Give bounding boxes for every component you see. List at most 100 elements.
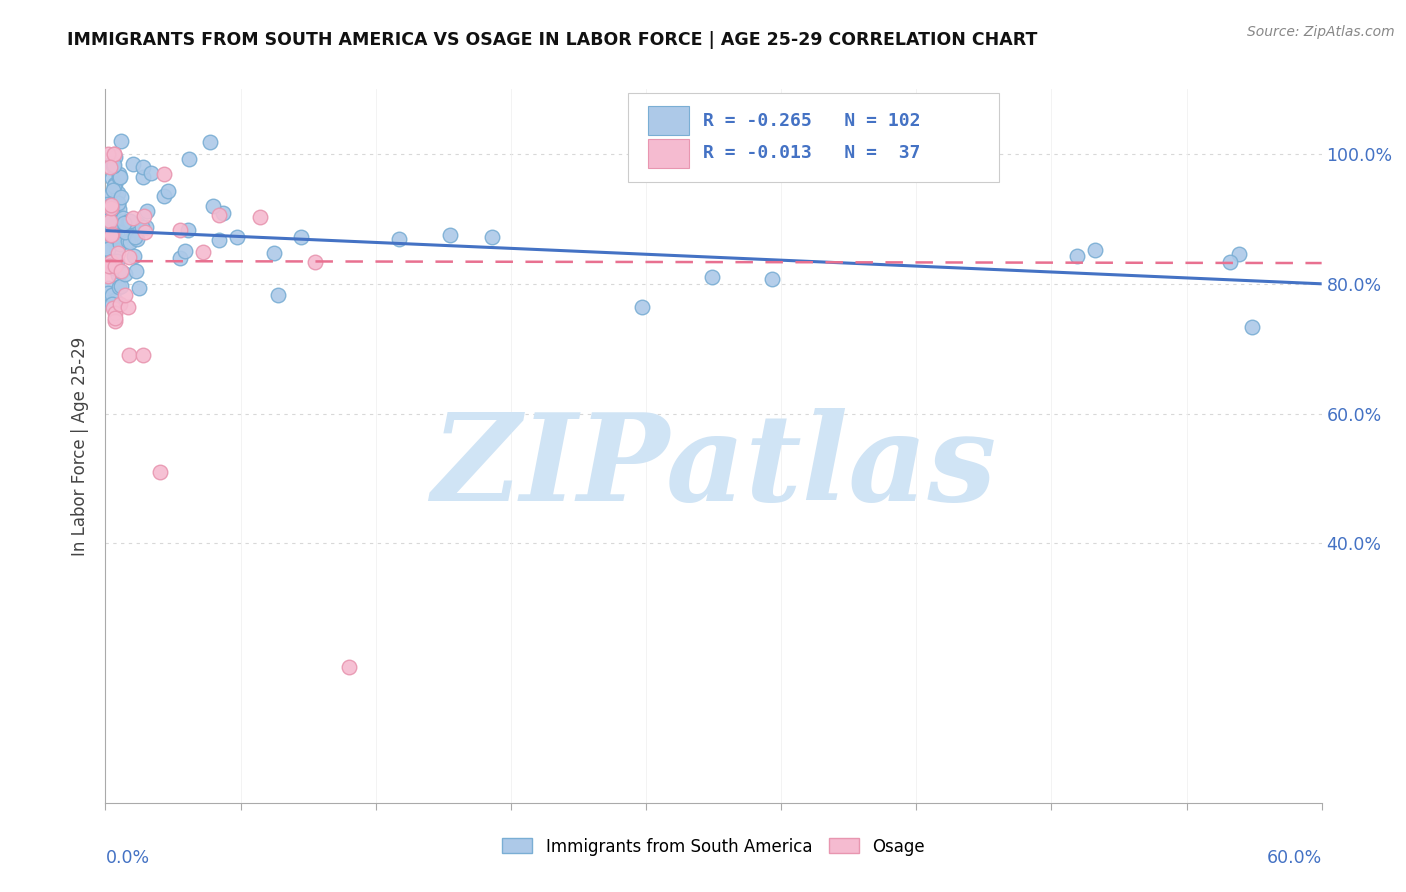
Point — [132, 209, 155, 223]
Point — [132, 160, 155, 174]
Point — [101, 227, 124, 241]
Point — [107, 214, 129, 228]
Point — [100, 203, 122, 218]
Text: Source: ZipAtlas.com: Source: ZipAtlas.com — [1247, 25, 1395, 39]
Point — [100, 259, 122, 273]
Point — [97, 147, 120, 161]
Point — [117, 300, 139, 314]
Y-axis label: In Labor Force | Age 25-29: In Labor Force | Age 25-29 — [72, 336, 90, 556]
Point — [1066, 249, 1088, 263]
Point — [337, 659, 360, 673]
Point — [157, 184, 180, 198]
Point — [103, 147, 125, 161]
Point — [136, 203, 159, 218]
Point — [388, 232, 411, 246]
Point — [135, 219, 157, 234]
Point — [208, 233, 231, 247]
Point — [225, 229, 247, 244]
Point — [101, 215, 124, 229]
Point — [104, 293, 127, 307]
Point — [101, 253, 124, 268]
Point — [108, 297, 131, 311]
Point — [1219, 255, 1241, 269]
Point — [112, 216, 135, 230]
Point — [108, 170, 131, 185]
Point — [107, 227, 129, 242]
Point — [131, 220, 153, 235]
Point — [107, 246, 129, 260]
Point — [97, 205, 120, 219]
Point — [110, 135, 132, 149]
Point — [97, 269, 120, 284]
Point — [101, 159, 124, 173]
Point — [107, 268, 129, 283]
Point — [127, 232, 149, 246]
Point — [263, 245, 285, 260]
Point — [98, 212, 121, 227]
Text: 0.0%: 0.0% — [105, 849, 149, 867]
Point — [107, 202, 129, 216]
Point — [128, 281, 150, 295]
Point — [103, 228, 125, 243]
FancyBboxPatch shape — [628, 93, 1000, 182]
Text: R = -0.265   N = 102: R = -0.265 N = 102 — [703, 112, 920, 129]
Point — [111, 211, 134, 225]
Point — [1227, 247, 1250, 261]
Text: ZIPatlas: ZIPatlas — [430, 409, 997, 526]
Point — [108, 169, 131, 184]
Point — [761, 271, 783, 285]
Point — [118, 214, 141, 228]
Point — [132, 348, 155, 362]
Point — [439, 227, 461, 242]
Point — [201, 199, 224, 213]
Point — [122, 211, 145, 225]
Point — [97, 196, 120, 211]
Point — [134, 225, 156, 239]
Point — [100, 232, 122, 246]
Point — [110, 265, 132, 279]
Point — [103, 147, 125, 161]
Point — [1241, 319, 1264, 334]
Point — [177, 223, 200, 237]
Point — [104, 177, 127, 191]
Point — [139, 166, 162, 180]
Point — [104, 150, 127, 164]
Point — [114, 267, 136, 281]
Point — [114, 226, 136, 240]
Point — [110, 190, 132, 204]
Point — [101, 170, 124, 185]
Point — [169, 223, 191, 237]
Point — [267, 288, 290, 302]
Point — [174, 244, 197, 258]
Point — [107, 280, 129, 294]
Point — [304, 255, 326, 269]
Point — [98, 259, 121, 273]
Point — [121, 157, 143, 171]
Point — [1084, 244, 1107, 258]
Point — [105, 198, 128, 212]
Text: IMMIGRANTS FROM SOUTH AMERICA VS OSAGE IN LABOR FORCE | AGE 25-29 CORRELATION CH: IMMIGRANTS FROM SOUTH AMERICA VS OSAGE I… — [67, 31, 1038, 49]
Point — [177, 153, 200, 167]
Point — [97, 243, 120, 257]
Point — [103, 261, 125, 276]
Point — [118, 213, 141, 227]
Point — [125, 264, 148, 278]
Point — [104, 314, 127, 328]
Point — [100, 214, 122, 228]
Point — [104, 310, 127, 325]
FancyBboxPatch shape — [648, 106, 689, 135]
Point — [101, 287, 124, 301]
Point — [127, 217, 149, 231]
Point — [193, 245, 215, 260]
Point — [108, 168, 131, 182]
Point — [100, 227, 122, 242]
Point — [107, 186, 129, 201]
Point — [198, 135, 221, 149]
Point — [110, 264, 132, 278]
Point — [100, 199, 122, 213]
Point — [117, 214, 139, 228]
Point — [98, 206, 121, 220]
Point — [103, 196, 125, 211]
Point — [118, 235, 141, 250]
Point — [103, 183, 125, 197]
